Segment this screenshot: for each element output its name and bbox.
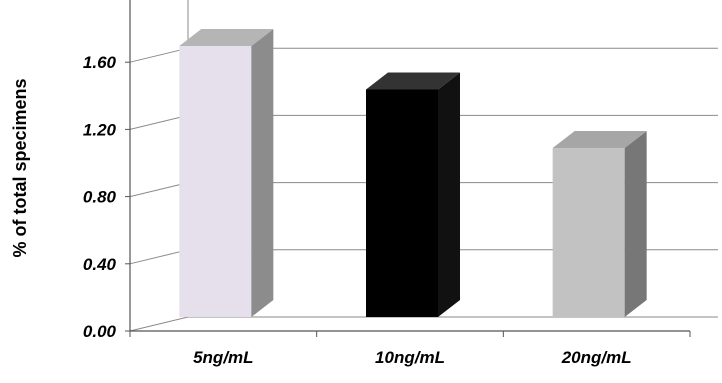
x-category-label: 20ng/mL — [561, 348, 632, 367]
bars — [179, 29, 647, 317]
y-tick-labels: 0.00 0.40 0.80 1.20 1.60 — [83, 53, 117, 341]
bar-side — [438, 72, 460, 317]
x-category-labels: 5ng/mL 10ng/mL 20ng/mL — [193, 348, 632, 367]
x-category-label: 10ng/mL — [375, 348, 445, 367]
y-tick-label: 0.80 — [83, 188, 117, 207]
axes — [125, 0, 691, 337]
y-axis-title: % of total specimens — [10, 78, 30, 257]
y-tick-label: 1.20 — [83, 120, 117, 139]
bar — [552, 131, 647, 317]
bar-side — [624, 131, 647, 317]
bar-front — [179, 46, 252, 317]
gridline — [129, 47, 718, 63]
bar-front — [552, 148, 625, 317]
gridline — [129, 316, 718, 332]
bar — [179, 29, 274, 317]
bar-front — [366, 89, 438, 317]
bar — [366, 72, 460, 317]
x-category-label: 5ng/mL — [193, 348, 253, 367]
y-tick-label: 0.00 — [83, 322, 117, 341]
y-tick-label: 1.60 — [83, 53, 117, 72]
bar-top — [552, 131, 647, 149]
bar-top — [179, 29, 274, 46]
y-tick-label: 0.40 — [83, 255, 117, 274]
bar-top — [366, 72, 460, 90]
bar-side — [251, 29, 274, 317]
